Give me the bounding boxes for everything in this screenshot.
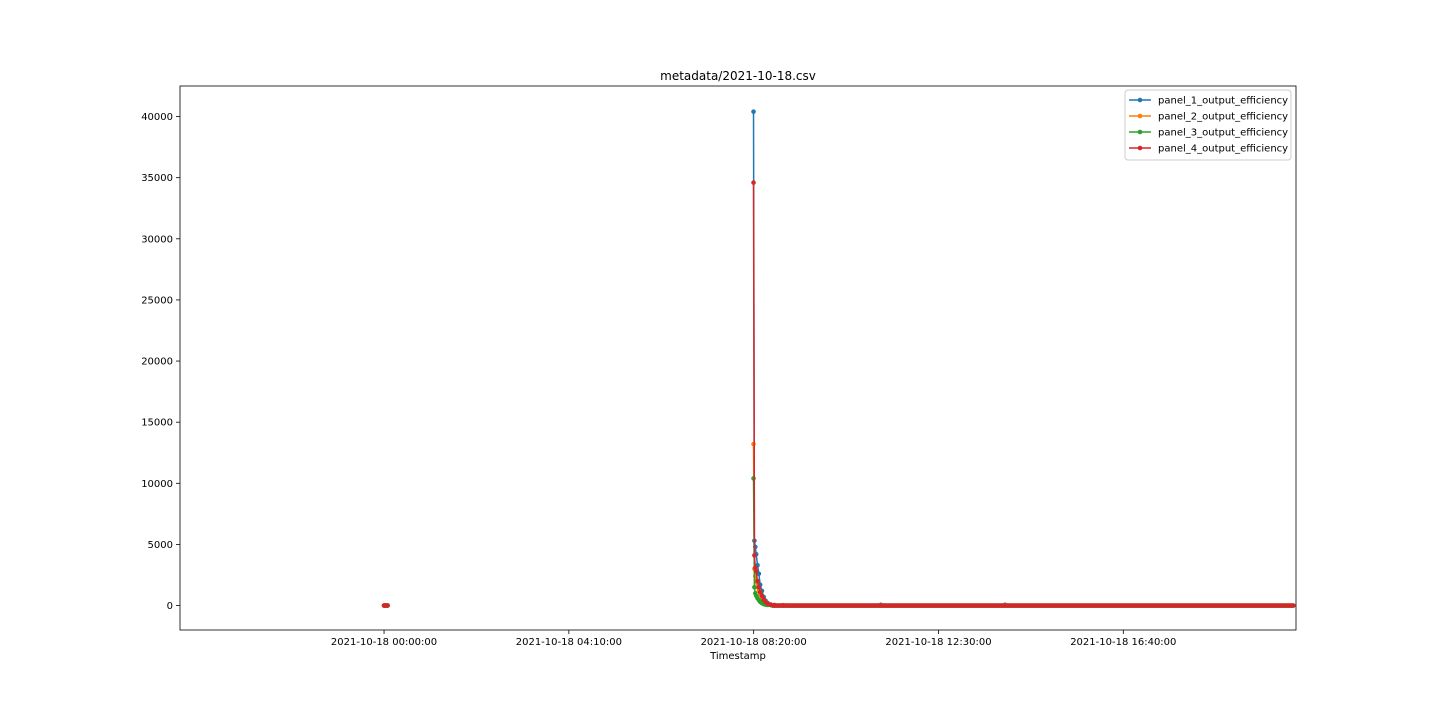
data-point	[756, 584, 762, 590]
x-tick-label: 2021-10-18 16:40:00	[1070, 637, 1176, 648]
legend-marker	[1137, 97, 1143, 103]
data-point	[752, 565, 758, 570]
legend-label: panel_1_output_efficiency	[1158, 96, 1288, 107]
y-tick-label: 30000	[141, 234, 173, 245]
y-tick-label: 40000	[141, 112, 173, 123]
series-4	[381, 180, 1296, 608]
legend: panel_1_output_efficiency panel_2_output_…	[1124, 89, 1292, 161]
y-tick-label: 0	[167, 601, 173, 612]
series-layer	[381, 109, 1296, 608]
data-point	[772, 602, 777, 608]
series-marker-band	[770, 603, 1296, 608]
legend-marker	[1137, 113, 1143, 119]
legend-marker	[1137, 129, 1143, 135]
data-point	[753, 569, 759, 574]
y-tick-label: 10000	[141, 479, 173, 490]
legend-label: panel_4_output_efficiency	[1158, 144, 1288, 155]
x-tick-label: 2021-10-18 12:30:00	[885, 637, 991, 648]
data-point	[752, 584, 757, 590]
x-tick-label: 2021-10-18 08:20:00	[701, 637, 807, 648]
y-tick-label: 20000	[141, 357, 173, 368]
data-point	[385, 603, 390, 608]
x-axis-label: Timestamp	[709, 651, 766, 662]
legend-marker	[1137, 145, 1143, 151]
legend-label: panel_2_output_efficiency	[1158, 112, 1288, 123]
y-tick-label: 35000	[141, 173, 173, 184]
data-point	[780, 603, 786, 608]
plot-frame	[179, 85, 1297, 631]
y-tick-label: 25000	[141, 295, 173, 306]
y-tick-label: 15000	[141, 418, 173, 429]
legend-label: panel_3_output_efficiency	[1158, 128, 1288, 139]
y-tick-label: 5000	[148, 540, 173, 551]
data-point	[752, 553, 757, 558]
plot-area	[180, 86, 1296, 630]
data-point	[755, 578, 760, 584]
x-axis: 2021-10-18 00:00:00 2021-10-18 04:10:00 20…	[331, 630, 1176, 648]
data-point	[768, 602, 774, 607]
y-axis: 0 5000 10000 15000 20000 25000 30000 35000 40000	[141, 112, 180, 612]
x-tick-label: 2021-10-18 00:00:00	[331, 637, 437, 648]
data-point	[751, 180, 756, 185]
data-point	[759, 593, 765, 599]
data-point	[751, 109, 756, 114]
x-tick-label: 2021-10-18 04:10:00	[516, 637, 622, 648]
legend-box	[1124, 89, 1292, 161]
chart-title: metadata/2021-10-18.csv	[660, 69, 816, 83]
data-point	[757, 589, 763, 595]
